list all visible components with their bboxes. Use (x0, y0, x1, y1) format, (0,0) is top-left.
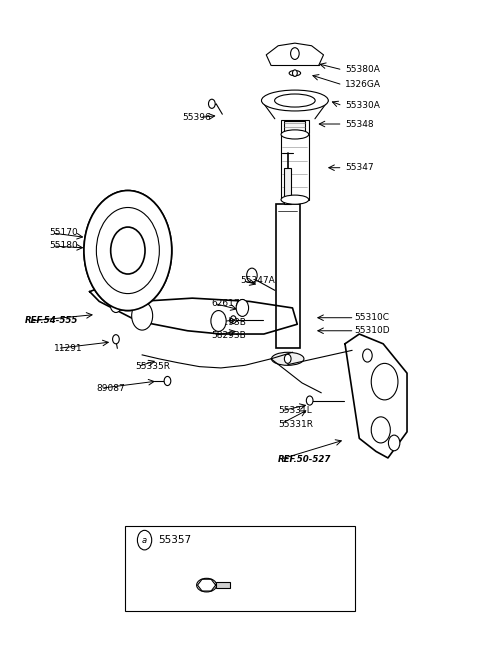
Circle shape (132, 301, 153, 330)
Text: 55347A: 55347A (240, 276, 275, 285)
Circle shape (236, 299, 249, 316)
Circle shape (84, 191, 172, 310)
Circle shape (110, 297, 121, 312)
Circle shape (306, 396, 313, 405)
Text: 58293B: 58293B (211, 331, 246, 340)
Text: REF.54-555: REF.54-555 (25, 316, 79, 326)
Text: 55347: 55347 (345, 163, 373, 172)
Text: 11291: 11291 (54, 344, 83, 353)
Bar (276, 204, 300, 348)
Text: REF.50-527: REF.50-527 (278, 455, 332, 464)
Circle shape (96, 208, 159, 293)
Circle shape (371, 417, 390, 443)
Circle shape (247, 268, 257, 282)
Circle shape (292, 70, 297, 77)
Ellipse shape (289, 71, 300, 76)
Text: 55330A: 55330A (345, 102, 380, 110)
Text: 55396: 55396 (183, 113, 212, 122)
Text: 55310D: 55310D (355, 326, 390, 335)
Circle shape (208, 99, 215, 108)
Text: a: a (142, 536, 147, 544)
Polygon shape (90, 285, 297, 334)
Text: 55310C: 55310C (355, 313, 390, 322)
Circle shape (284, 354, 291, 364)
Circle shape (164, 377, 171, 386)
Text: 1326GA: 1326GA (345, 81, 381, 89)
Ellipse shape (281, 195, 309, 204)
Text: 89087: 89087 (97, 384, 126, 392)
Text: 55357: 55357 (158, 535, 191, 545)
Ellipse shape (197, 578, 216, 592)
Circle shape (111, 227, 145, 274)
Circle shape (363, 349, 372, 362)
Circle shape (211, 310, 226, 331)
Text: 55348: 55348 (345, 119, 373, 128)
Circle shape (113, 335, 119, 344)
Circle shape (230, 316, 236, 324)
Ellipse shape (272, 352, 304, 365)
Bar (125, 527, 355, 611)
Ellipse shape (275, 94, 315, 107)
Text: 55335R: 55335R (135, 362, 170, 371)
Circle shape (96, 208, 159, 293)
Circle shape (290, 48, 299, 60)
Text: 55380A: 55380A (345, 66, 380, 75)
Text: 62617B: 62617B (211, 299, 246, 308)
Circle shape (388, 435, 400, 451)
Circle shape (111, 227, 145, 274)
Polygon shape (266, 43, 324, 66)
Text: 55180: 55180 (49, 242, 78, 250)
Text: 55331R: 55331R (278, 420, 313, 428)
Bar (284, 168, 291, 204)
Bar (216, 582, 230, 588)
Circle shape (84, 191, 172, 310)
Bar (284, 121, 305, 132)
Circle shape (371, 364, 398, 400)
Bar (281, 120, 309, 133)
Circle shape (137, 531, 152, 550)
Text: 58193B: 58193B (211, 318, 246, 327)
Polygon shape (345, 334, 407, 458)
Text: 55331L: 55331L (278, 407, 312, 415)
Text: 55170: 55170 (49, 229, 78, 237)
Ellipse shape (281, 130, 309, 139)
Polygon shape (198, 579, 216, 591)
Ellipse shape (262, 90, 328, 111)
